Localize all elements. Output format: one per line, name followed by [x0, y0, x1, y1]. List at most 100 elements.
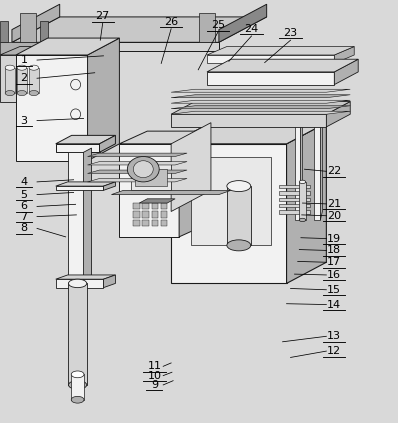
Polygon shape: [171, 123, 211, 212]
Polygon shape: [103, 275, 115, 288]
Polygon shape: [171, 114, 326, 127]
Polygon shape: [171, 106, 350, 109]
Ellipse shape: [17, 91, 27, 96]
Polygon shape: [56, 275, 115, 279]
Text: 26: 26: [164, 17, 178, 27]
Ellipse shape: [17, 65, 27, 70]
Polygon shape: [133, 203, 140, 209]
Polygon shape: [0, 42, 48, 55]
Polygon shape: [12, 17, 267, 42]
Polygon shape: [103, 182, 115, 190]
Polygon shape: [171, 102, 350, 114]
Polygon shape: [0, 47, 68, 55]
Polygon shape: [88, 153, 187, 157]
Polygon shape: [56, 135, 115, 144]
Polygon shape: [171, 100, 350, 103]
Ellipse shape: [5, 91, 15, 96]
Ellipse shape: [227, 240, 251, 251]
Polygon shape: [131, 161, 171, 190]
Polygon shape: [0, 21, 8, 42]
Ellipse shape: [68, 381, 87, 389]
Polygon shape: [161, 203, 167, 209]
Text: 14: 14: [327, 299, 341, 310]
Ellipse shape: [68, 279, 87, 288]
Polygon shape: [40, 21, 48, 42]
Polygon shape: [314, 118, 320, 220]
Text: 18: 18: [327, 245, 341, 255]
Polygon shape: [207, 72, 334, 85]
Polygon shape: [171, 123, 326, 144]
Text: 25: 25: [211, 20, 225, 30]
Polygon shape: [279, 198, 310, 201]
Polygon shape: [68, 152, 84, 279]
Bar: [29, 68, 39, 93]
Bar: [299, 182, 306, 220]
Text: 22: 22: [327, 166, 341, 176]
Text: 3: 3: [20, 115, 27, 126]
Bar: [227, 186, 251, 245]
Text: 6: 6: [20, 201, 27, 212]
Bar: [71, 374, 84, 400]
Ellipse shape: [71, 396, 84, 403]
Polygon shape: [56, 186, 103, 190]
Bar: [17, 68, 27, 93]
Polygon shape: [199, 13, 215, 42]
Bar: [68, 283, 87, 385]
Polygon shape: [334, 59, 358, 85]
Polygon shape: [56, 279, 103, 288]
Polygon shape: [56, 182, 115, 186]
Text: 12: 12: [327, 346, 341, 356]
Polygon shape: [119, 144, 179, 237]
Polygon shape: [56, 144, 100, 152]
Polygon shape: [161, 212, 167, 218]
Polygon shape: [179, 131, 207, 237]
Polygon shape: [207, 47, 354, 55]
Polygon shape: [152, 220, 158, 226]
Polygon shape: [142, 212, 149, 218]
Polygon shape: [88, 179, 187, 182]
Polygon shape: [48, 47, 68, 102]
Text: 8: 8: [20, 223, 27, 233]
Polygon shape: [84, 148, 92, 279]
Text: 27: 27: [96, 11, 110, 21]
Polygon shape: [88, 38, 119, 161]
Polygon shape: [133, 220, 140, 226]
Text: 17: 17: [327, 257, 341, 267]
Text: 13: 13: [327, 331, 341, 341]
Ellipse shape: [299, 218, 306, 222]
Polygon shape: [133, 212, 140, 218]
Ellipse shape: [133, 161, 153, 178]
Ellipse shape: [299, 180, 306, 184]
Text: 10: 10: [147, 371, 162, 381]
Text: 21: 21: [327, 199, 341, 209]
Polygon shape: [142, 220, 149, 226]
Polygon shape: [16, 55, 88, 161]
Polygon shape: [171, 144, 287, 283]
Ellipse shape: [127, 157, 159, 182]
Ellipse shape: [227, 181, 251, 192]
Polygon shape: [207, 59, 358, 72]
Polygon shape: [142, 203, 149, 209]
Polygon shape: [300, 114, 302, 220]
Polygon shape: [279, 204, 310, 207]
Polygon shape: [119, 131, 207, 144]
Polygon shape: [88, 162, 187, 165]
Bar: [5, 68, 15, 93]
Ellipse shape: [29, 65, 39, 70]
Text: 4: 4: [20, 177, 27, 187]
Polygon shape: [152, 212, 158, 218]
Polygon shape: [207, 55, 334, 63]
Polygon shape: [16, 38, 119, 55]
Text: 20: 20: [327, 211, 341, 221]
Ellipse shape: [71, 371, 84, 378]
Text: 9: 9: [151, 380, 158, 390]
Polygon shape: [139, 199, 175, 203]
Text: 1: 1: [20, 55, 27, 65]
Polygon shape: [12, 42, 219, 51]
Text: 5: 5: [20, 190, 27, 200]
Text: 24: 24: [244, 24, 259, 34]
Polygon shape: [171, 123, 326, 144]
Ellipse shape: [5, 65, 15, 70]
Polygon shape: [279, 191, 310, 195]
Polygon shape: [326, 102, 350, 127]
